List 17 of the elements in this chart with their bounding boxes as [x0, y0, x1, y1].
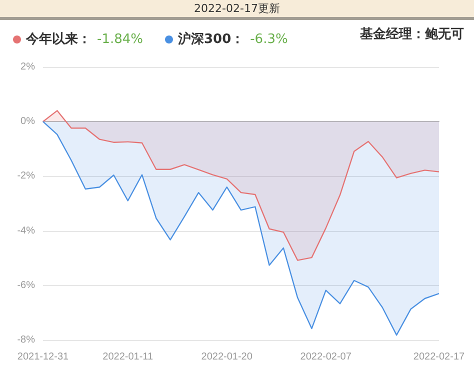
text: 基金经理：鲍无可	[359, 27, 464, 42]
y-tick-label: -2%	[17, 170, 36, 182]
x-tick-label: 2022-01-20	[201, 352, 253, 362]
text: -1.84%	[97, 32, 143, 47]
text: -6.3%	[250, 32, 288, 47]
y-tick-label: 0%	[20, 116, 36, 128]
chart-title: 2022-02-17更新	[0, 0, 474, 20]
x-tick-label: 2022-02-17	[413, 352, 466, 362]
legend-label: 沪深300：	[176, 31, 244, 47]
x-tick-label: 2022-01-11	[102, 352, 154, 362]
x-tick-label: 2022-02-07	[300, 352, 352, 362]
y-tick-label: -4%	[17, 225, 36, 236]
y-tick-label: -8%	[17, 334, 36, 346]
x-tick-label: 2021-12-31	[17, 352, 70, 362]
y-tick-label: -6%	[17, 280, 36, 291]
legend-label: 今年以来：	[25, 32, 91, 47]
y-tick-label: 2%	[20, 62, 36, 72]
